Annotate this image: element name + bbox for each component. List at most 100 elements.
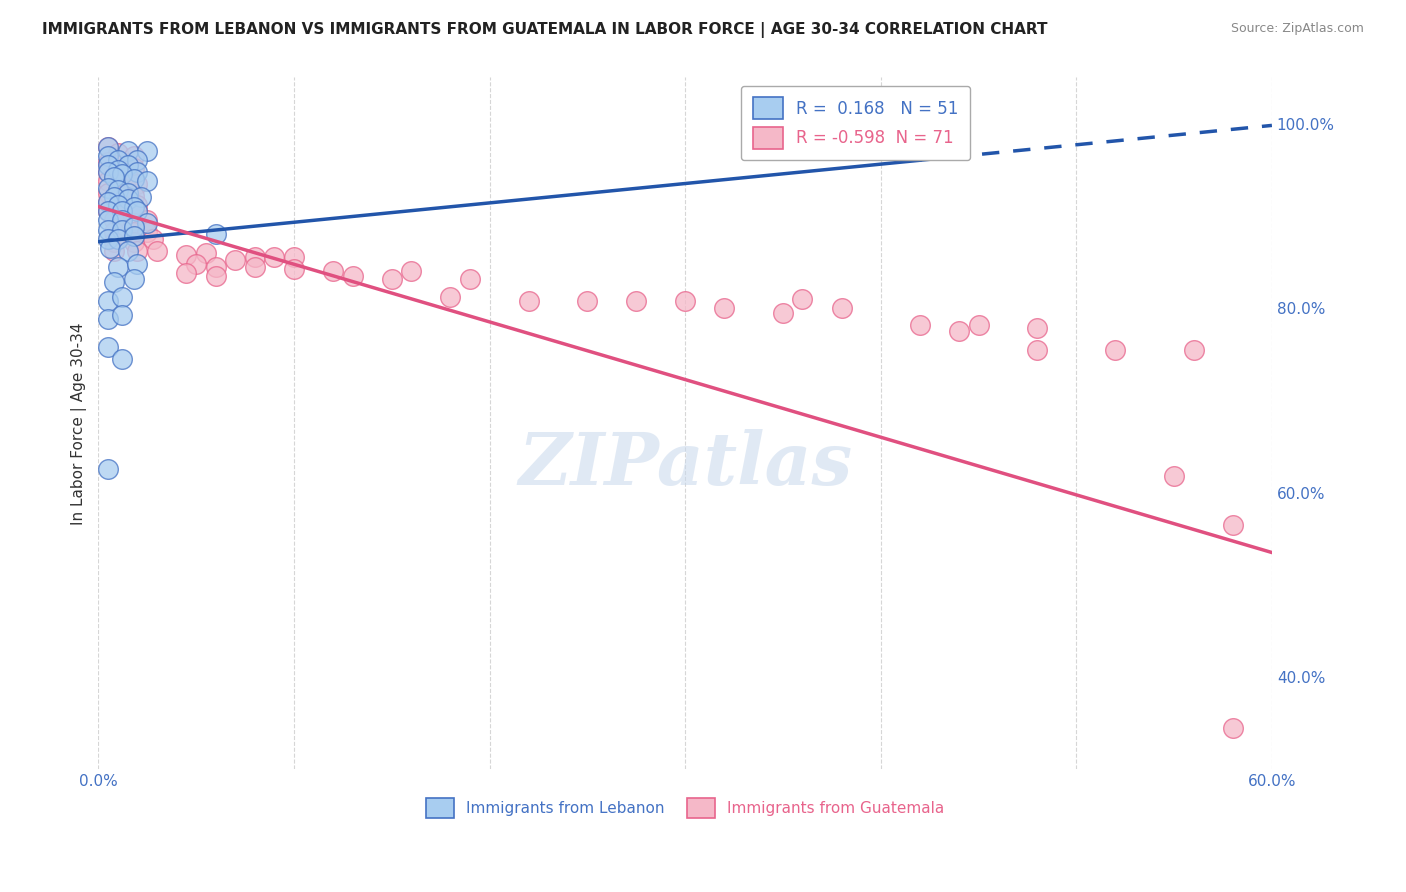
Point	[243, 250, 266, 264]
Point	[136, 174, 159, 188]
Point	[127, 204, 149, 219]
Point	[97, 213, 120, 227]
Point	[107, 146, 129, 161]
Point	[122, 235, 145, 249]
Point	[204, 227, 226, 242]
Point	[97, 139, 120, 153]
Point	[97, 181, 120, 195]
Point	[342, 268, 364, 283]
Point	[97, 155, 120, 169]
Point	[176, 266, 198, 280]
Point	[401, 264, 423, 278]
Point	[122, 188, 145, 202]
Point	[97, 204, 120, 219]
Point	[111, 222, 134, 236]
Point	[204, 268, 226, 283]
Point	[142, 232, 165, 246]
Point	[136, 213, 159, 227]
Point	[243, 260, 266, 274]
Point	[97, 194, 120, 209]
Point	[111, 351, 134, 366]
Point	[111, 204, 134, 219]
Point	[127, 177, 149, 191]
Point	[97, 232, 120, 246]
Point	[98, 241, 121, 255]
Point	[122, 229, 145, 244]
Point	[103, 213, 125, 227]
Point	[107, 260, 129, 274]
Point	[127, 164, 149, 178]
Point	[103, 235, 125, 249]
Point	[97, 149, 120, 163]
Point	[1026, 321, 1049, 335]
Point	[127, 153, 149, 168]
Point	[117, 145, 139, 159]
Point	[576, 293, 599, 308]
Point	[1104, 343, 1126, 357]
Point	[103, 244, 125, 258]
Point	[97, 222, 120, 236]
Point	[107, 232, 129, 246]
Point	[97, 174, 120, 188]
Legend: Immigrants from Lebanon, Immigrants from Guatemala: Immigrants from Lebanon, Immigrants from…	[420, 792, 950, 824]
Point	[322, 264, 344, 278]
Point	[204, 260, 226, 274]
Point	[103, 170, 125, 185]
Point	[107, 167, 129, 181]
Point	[97, 164, 120, 178]
Point	[1182, 343, 1205, 357]
Point	[97, 462, 120, 476]
Point	[117, 244, 139, 258]
Point	[224, 253, 246, 268]
Point	[122, 219, 145, 234]
Point	[458, 271, 481, 285]
Point	[122, 226, 145, 240]
Point	[97, 194, 120, 209]
Point	[908, 318, 931, 332]
Text: Source: ZipAtlas.com: Source: ZipAtlas.com	[1230, 22, 1364, 36]
Point	[122, 161, 145, 175]
Point	[107, 153, 129, 168]
Text: IMMIGRANTS FROM LEBANON VS IMMIGRANTS FROM GUATEMALA IN LABOR FORCE | AGE 30-34 : IMMIGRANTS FROM LEBANON VS IMMIGRANTS FR…	[42, 22, 1047, 38]
Point	[194, 245, 217, 260]
Point	[283, 250, 305, 264]
Point	[146, 244, 169, 258]
Y-axis label: In Labor Force | Age 30-34: In Labor Force | Age 30-34	[72, 322, 87, 524]
Point	[127, 257, 149, 271]
Point	[97, 312, 120, 326]
Point	[117, 192, 139, 206]
Point	[97, 158, 120, 172]
Point	[127, 244, 149, 258]
Point	[263, 250, 285, 264]
Point	[97, 164, 120, 178]
Point	[186, 257, 208, 271]
Point	[772, 306, 794, 320]
Point	[831, 301, 853, 315]
Point	[948, 324, 970, 338]
Point	[673, 293, 696, 308]
Point	[1222, 721, 1244, 735]
Point	[117, 158, 139, 172]
Point	[107, 162, 129, 177]
Point	[107, 198, 129, 212]
Point	[117, 186, 139, 200]
Point	[127, 204, 149, 219]
Point	[626, 293, 648, 308]
Point	[122, 271, 145, 285]
Text: ZIPatlas: ZIPatlas	[517, 429, 852, 500]
Point	[111, 167, 134, 181]
Point	[136, 145, 159, 159]
Point	[131, 190, 153, 204]
Point	[111, 213, 134, 227]
Point	[97, 204, 120, 219]
Point	[792, 292, 814, 306]
Point	[122, 216, 145, 230]
Point	[283, 262, 305, 277]
Point	[107, 177, 129, 191]
Point	[136, 216, 159, 230]
Point	[713, 301, 735, 315]
Point	[127, 198, 149, 212]
Point	[103, 226, 125, 240]
Point	[97, 293, 120, 308]
Point	[111, 198, 134, 212]
